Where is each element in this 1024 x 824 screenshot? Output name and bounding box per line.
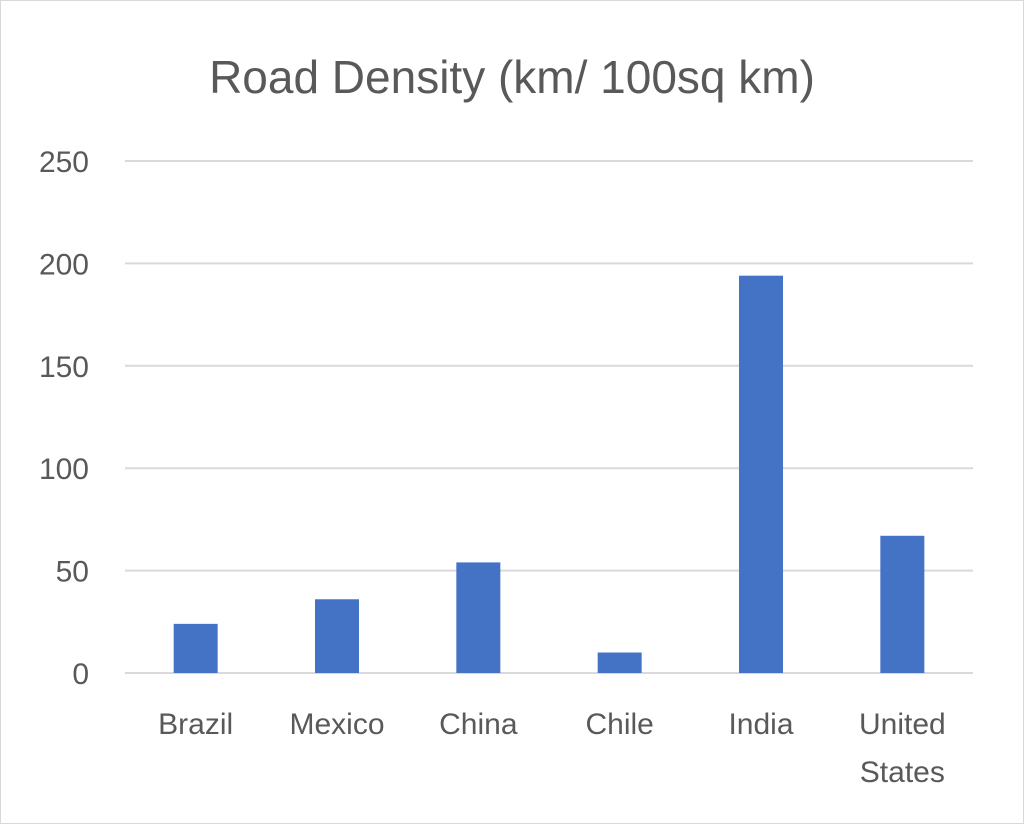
bar — [456, 562, 501, 673]
x-category-label: States — [860, 756, 945, 789]
y-tick-label: 150 — [39, 351, 89, 384]
bar — [315, 599, 359, 673]
x-category-label: United — [859, 708, 946, 741]
y-tick-label: 200 — [39, 248, 89, 281]
x-category-label: Chile — [585, 708, 653, 741]
y-tick-label: 250 — [39, 146, 89, 179]
bar — [880, 535, 925, 673]
x-category-label: China — [439, 708, 518, 741]
y-tick-label: 100 — [39, 453, 89, 486]
bar — [597, 652, 642, 673]
bar — [173, 623, 218, 673]
x-category-label: Mexico — [289, 708, 384, 741]
chart-title: Road Density (km/ 100sq km) — [209, 51, 815, 103]
y-tick-label: 50 — [56, 556, 89, 589]
x-axis-labels: Brazil Mexico China Chile India United States — [158, 708, 946, 789]
bar — [739, 275, 783, 673]
gridlines — [125, 160, 973, 674]
y-axis-ticks: 0 50 100 150 200 250 — [39, 146, 89, 691]
x-category-label: India — [728, 708, 793, 741]
y-tick-label: 0 — [72, 658, 89, 691]
bars — [173, 275, 925, 673]
x-category-label: Brazil — [158, 708, 233, 741]
